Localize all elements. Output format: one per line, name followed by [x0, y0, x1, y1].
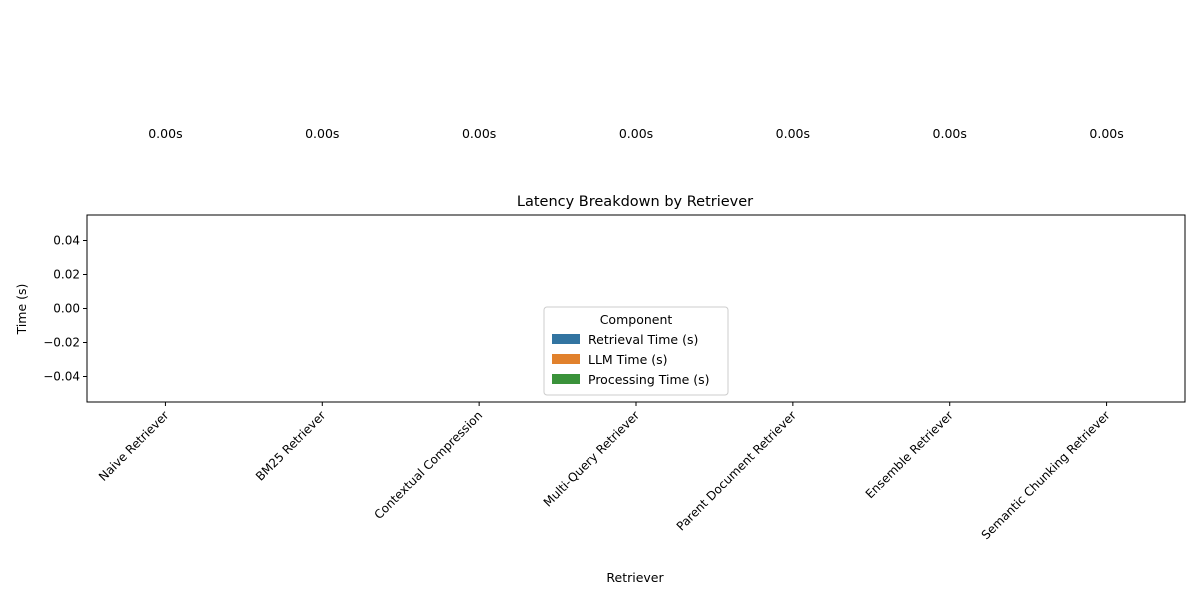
chart-title: Latency Breakdown by Retriever — [517, 194, 753, 210]
x-tick-label: Naive Retriever — [96, 408, 172, 484]
total-label: 0.00s — [933, 126, 967, 141]
legend: Component Retrieval Time (s) LLM Time (s)… — [543, 306, 729, 396]
legend-swatch — [552, 374, 580, 384]
x-tick-label: Contextual Compression — [371, 408, 485, 522]
y-tick-label: 0.04 — [53, 234, 80, 248]
x-tick-label: Parent Document Retriever — [674, 408, 799, 533]
x-tick-label: Multi-Query Retriever — [541, 408, 642, 509]
x-axis-label: Retriever — [606, 570, 664, 585]
legend-box — [543, 306, 729, 396]
y-tick-label: 0.02 — [53, 268, 80, 282]
y-tick-label: −0.02 — [43, 336, 80, 350]
x-axis-ticks: Naive Retriever BM25 Retriever Contextual … — [96, 402, 1113, 542]
total-label: 0.00s — [776, 126, 810, 141]
legend-title: Component — [600, 312, 673, 327]
y-tick-label: −0.04 — [43, 370, 80, 384]
y-axis-ticks: 0.04 0.02 0.00 −0.02 −0.04 — [43, 234, 87, 384]
total-labels: 0.00s 0.00s 0.00s 0.00s 0.00s 0.00s 0.00s — [148, 126, 1124, 141]
total-label: 0.00s — [148, 126, 182, 141]
legend-swatch — [552, 354, 580, 364]
x-tick-label: Semantic Chunking Retriever — [979, 408, 1113, 542]
x-tick-label: BM25 Retriever — [253, 408, 328, 483]
x-tick-label: Ensemble Retriever — [863, 408, 956, 501]
total-label: 0.00s — [619, 126, 653, 141]
legend-swatch — [552, 334, 580, 344]
total-label: 0.00s — [462, 126, 496, 141]
legend-entry: LLM Time (s) — [588, 352, 668, 367]
legend-items: Retrieval Time (s) LLM Time (s) Processing… — [552, 332, 710, 387]
legend-entry: Processing Time (s) — [588, 372, 710, 387]
y-tick-label: 0.00 — [53, 302, 80, 316]
total-label: 0.00s — [305, 126, 339, 141]
legend-entry: Retrieval Time (s) — [588, 332, 698, 347]
y-axis-label: Time (s) — [14, 284, 29, 336]
total-label: 0.00s — [1089, 126, 1123, 141]
